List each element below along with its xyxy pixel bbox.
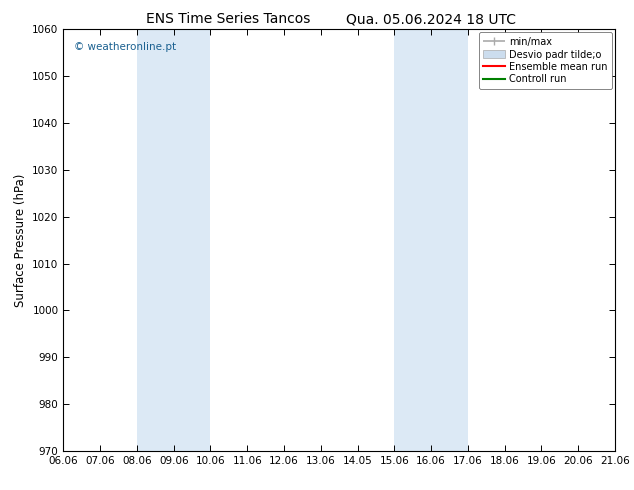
Bar [137,29,210,451]
Text: © weatheronline.pt: © weatheronline.pt [74,42,176,52]
Bar [394,29,468,451]
Legend: min/max, Desvio padr tilde;o, Ensemble mean run, Controll run: min/max, Desvio padr tilde;o, Ensemble m… [479,32,612,89]
Text: Qua. 05.06.2024 18 UTC: Qua. 05.06.2024 18 UTC [346,12,516,26]
Text: ENS Time Series Tancos: ENS Time Series Tancos [146,12,311,26]
Y-axis label: Surface Pressure (hPa): Surface Pressure (hPa) [14,173,27,307]
